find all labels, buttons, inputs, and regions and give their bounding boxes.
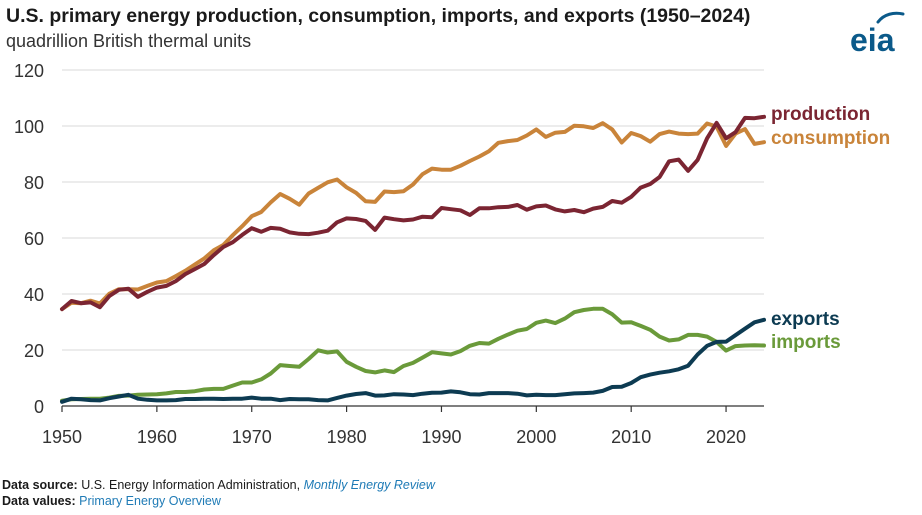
eia-logo-icon: eia [850, 11, 905, 56]
energy-line-chart: 0 20 40 60 80 100 120 1950 1960 1970 1980 1990 2000… [14, 61, 890, 447]
y-tick-label: 80 [24, 173, 44, 193]
values-link[interactable]: Primary Energy Overview [79, 494, 221, 508]
logo-text: eia [850, 22, 895, 56]
exports-line [60, 317, 766, 404]
consumption-label: consumption [771, 128, 890, 149]
data-source-line: Data source: U.S. Energy Information Adm… [2, 478, 435, 492]
source-link[interactable]: Monthly Energy Review [303, 478, 435, 492]
exports-label: exports [771, 309, 840, 330]
chart-title: U.S. primary energy production, consumpt… [6, 5, 751, 27]
y-tick-label: 20 [24, 341, 44, 361]
chart-subtitle: quadrillion British thermal units [6, 31, 252, 51]
y-tick-label: 60 [24, 229, 44, 249]
x-tick-label: 1970 [232, 427, 272, 447]
y-tick-label: 100 [14, 117, 44, 137]
y-tick-label: 0 [34, 397, 44, 417]
y-tick-label: 40 [24, 285, 44, 305]
x-tick-label: 2010 [611, 427, 651, 447]
production-label: production [771, 104, 870, 125]
x-axis [61, 405, 764, 412]
x-tick-labels: 1950 1960 1970 1980 1990 2000 2010 2020 [42, 427, 746, 447]
source-text: U.S. Energy Information Administration, [81, 478, 301, 492]
imports-label: imports [771, 332, 841, 353]
y-tick-labels: 0 20 40 60 80 100 120 [14, 61, 44, 417]
x-tick-label: 1980 [327, 427, 367, 447]
source-label: Data source: [2, 478, 78, 492]
x-tick-label: 1990 [421, 427, 461, 447]
x-tick-label: 2000 [516, 427, 556, 447]
production-line [60, 114, 766, 312]
series-lines [60, 114, 766, 404]
x-tick-label: 2020 [706, 427, 746, 447]
y-tick-label: 120 [14, 61, 44, 81]
data-values-line: Data values: Primary Energy Overview [2, 494, 221, 508]
consumption-line [60, 121, 766, 312]
values-label: Data values: [2, 494, 76, 508]
imports-line [60, 306, 766, 403]
x-tick-label: 1960 [137, 427, 177, 447]
grid-lines [62, 69, 764, 351]
x-tick-label: 1950 [42, 427, 82, 447]
